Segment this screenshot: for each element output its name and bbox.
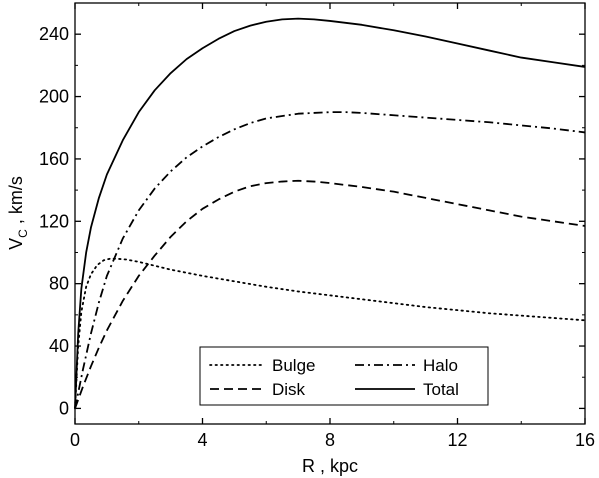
x-tick-label: 8 (325, 430, 335, 450)
series-line-halo (74, 111, 586, 409)
series-layer (74, 17, 586, 410)
axis-ticks (74, 3, 586, 424)
x-tick-label: 0 (70, 430, 80, 450)
y-tick-label: 200 (39, 87, 69, 107)
x-tick-label: 4 (197, 430, 207, 450)
legend-entry-total: Total (355, 380, 459, 399)
x-axis-title: R , kpc (302, 456, 358, 476)
y-tick-label: 80 (49, 274, 69, 294)
y-tick-label: 0 (59, 398, 69, 418)
legend-label-total: Total (423, 380, 459, 399)
series-line-bulge (74, 257, 586, 410)
legend-label-halo: Halo (423, 356, 458, 375)
legend-entry-disk: Disk (210, 380, 306, 399)
x-tick-label: 12 (447, 430, 467, 450)
legend-box (199, 346, 489, 406)
y-tick-label: 160 (39, 149, 69, 169)
y-axis-title-subscript: C (16, 229, 30, 238)
legend: Bulge Halo Disk Total (199, 346, 489, 406)
legend-label-bulge: Bulge (272, 356, 315, 375)
legend-label-disk: Disk (272, 380, 306, 399)
series-line-disk (74, 179, 586, 409)
y-tick-label: 240 (39, 24, 69, 44)
y-axis-title: VC , km/s (6, 176, 30, 250)
series-line-total (74, 17, 586, 409)
y-axis-title-main: V (6, 238, 26, 250)
y-axis-title-units: , km/s (6, 176, 26, 229)
y-tick-label: 40 (49, 336, 69, 356)
x-tick-label: 16 (575, 430, 595, 450)
legend-entry-bulge: Bulge (209, 356, 315, 375)
legend-entry-halo: Halo (355, 356, 458, 375)
y-tick-label: 120 (39, 211, 69, 231)
